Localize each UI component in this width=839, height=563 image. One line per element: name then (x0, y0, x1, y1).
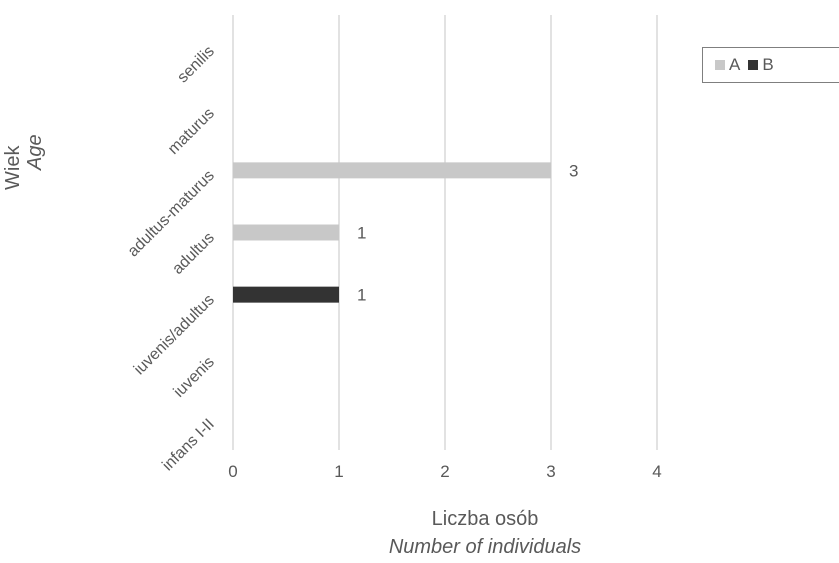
bar-A-4 (233, 162, 551, 179)
y-tick-label: maturus (165, 105, 218, 158)
y-tick-label: infans I-II (159, 416, 218, 475)
legend: A B (702, 47, 839, 83)
x-tick-label: 0 (228, 462, 237, 481)
legend-swatch-a (715, 60, 725, 70)
bar-B-2 (233, 286, 339, 303)
x-tick-label: 3 (546, 462, 555, 481)
y-tick-label: adultus (169, 229, 218, 278)
legend-label-a: A (729, 55, 741, 74)
y-axis-title-en: Age (24, 134, 46, 170)
x-tick-label: 1 (334, 462, 343, 481)
legend-swatch-b (748, 60, 759, 70)
data-label: 1 (357, 286, 366, 305)
legend-item-b: B (748, 55, 774, 75)
bar-A-3 (233, 224, 339, 241)
data-label: 3 (569, 161, 578, 180)
legend-label-b: B (762, 55, 774, 74)
x-tick-label: 4 (652, 462, 661, 481)
x-axis-title-en: Number of individuals (388, 536, 582, 558)
legend-item-a: A (715, 55, 740, 75)
y-axis-title: Wiek (2, 145, 24, 190)
y-tick-label: iuvenis (171, 354, 218, 401)
data-label: 1 (357, 224, 366, 243)
y-tick-label: senilis (174, 43, 217, 86)
x-axis-title: Liczba osób (431, 508, 539, 530)
x-tick-label: 2 (440, 462, 449, 481)
